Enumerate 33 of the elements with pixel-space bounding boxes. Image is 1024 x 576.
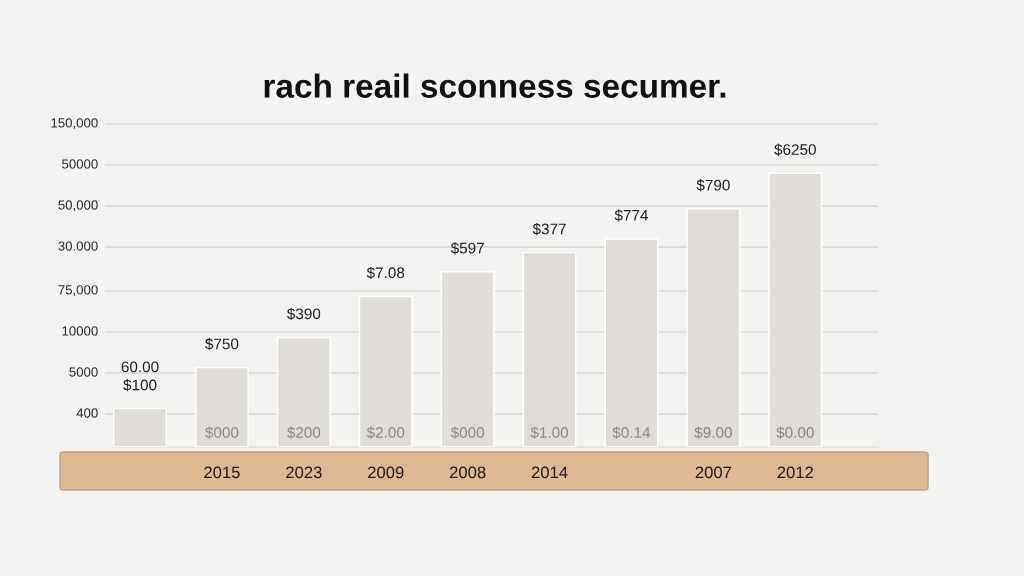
x-tick-label: 2008 [449,466,486,479]
annotation: $6250 [774,143,816,156]
annotation: $000 [450,426,485,439]
x-tick-label: 2014 [531,466,568,479]
text: 400 [76,408,98,418]
text: 150,000 [51,118,98,130]
text: 10000 [62,326,98,336]
text: 75,000 [58,285,98,297]
chart-title: rach reail sconness secumer. [264,73,726,98]
annotation: $7.08 [366,266,405,280]
annotation: $790 [696,179,730,192]
x-tick-label: 2012 [777,466,813,479]
annotation: $774 [614,209,649,222]
annotation: $0.00 [776,426,814,439]
text: 50000 [62,159,98,169]
annotation: $377 [532,222,566,236]
text: 50,000 [58,200,98,212]
x-tick-label: 2023 [286,466,322,479]
annotation: $1.00 [530,426,569,439]
x-tick-label: 2007 [695,466,732,479]
annotation: $390 [287,307,321,321]
annotation: $597 [450,242,484,255]
annotation: $200 [287,426,321,439]
text: 5000 [69,367,98,377]
x-tick-label: 2015 [204,466,240,479]
annotation: 60.00 $100 [121,361,159,392]
annotation: $2.00 [366,426,405,439]
x-tick-label: 2009 [368,466,404,479]
annotation: $0.14 [612,426,651,439]
annotation: $750 [205,337,239,351]
annotation: $000 [205,426,239,439]
text: 30.000 [58,241,98,251]
annotation: $9.00 [694,426,732,439]
